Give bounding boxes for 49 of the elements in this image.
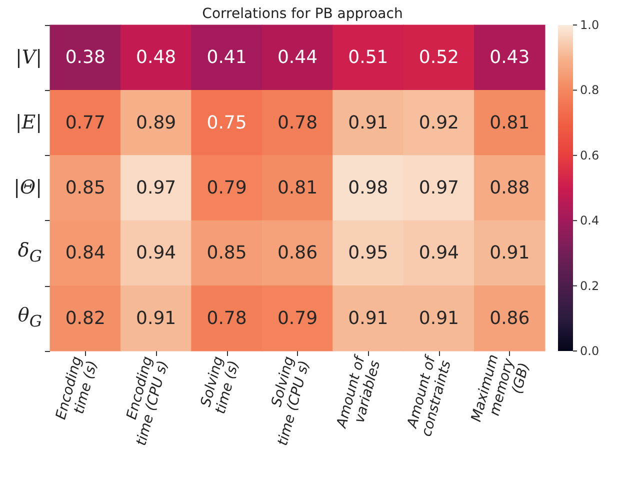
x-tick-label: Amount of variables: [334, 352, 384, 430]
data-label: 0.43: [490, 47, 530, 68]
y-tick-label: |Θ|: [14, 176, 42, 198]
data-label: 0.97: [136, 178, 176, 198]
data-label: 0.91: [490, 242, 530, 264]
color-bar-label: 0.4: [580, 214, 600, 228]
data-label: 0.51: [348, 47, 388, 68]
data-label: 0.78: [206, 308, 247, 329]
data-label: 0.97: [418, 178, 459, 198]
data-label: 0.94: [418, 242, 459, 264]
data-label: 0.86: [277, 242, 318, 264]
data-label: 0.79: [206, 178, 247, 198]
data-label: 0.85: [206, 242, 247, 264]
data-label: 0.79: [277, 308, 318, 329]
data-label: 0.88: [490, 178, 530, 198]
y-tick-label: |E|: [15, 111, 42, 134]
data-label: 0.84: [65, 242, 106, 264]
color-bar-label: 1.0: [580, 18, 600, 32]
data-label: 0.91: [136, 308, 176, 329]
data-label: 0.91: [348, 308, 388, 329]
color-bar-label: 0.8: [580, 83, 600, 98]
data-label: 0.75: [206, 112, 247, 134]
data-label: 0.86: [490, 308, 530, 329]
color-bar-label: 0.2: [580, 278, 600, 293]
y-tick-label: |V|: [15, 46, 42, 68]
y-tick-label: θ$_{G}$: [18, 305, 42, 331]
data-label: 0.77: [65, 112, 106, 134]
data-label: 0.82: [65, 308, 106, 329]
y-tick-label: δ$_{G}$: [18, 240, 42, 266]
data-label: 0.41: [206, 47, 247, 68]
data-label: 0.52: [418, 47, 459, 68]
data-label: 0.91: [348, 112, 388, 134]
color-bar-label: 0.0: [580, 344, 600, 358]
data-label: 0.81: [490, 112, 530, 134]
data-label: 0.92: [418, 112, 459, 134]
color-bar-label: 0.6: [580, 148, 600, 162]
data-label: 0.98: [348, 178, 388, 198]
data-label: 0.38: [65, 47, 106, 68]
data-label: 0.81: [277, 178, 318, 198]
data-label: 0.91: [418, 308, 459, 329]
data-label: 0.78: [277, 112, 318, 134]
chart-title: Correlations for PB approach: [202, 6, 403, 22]
data-label: 0.85: [65, 178, 106, 198]
data-label: 0.48: [136, 47, 176, 68]
data-label: 0.89: [136, 112, 176, 134]
data-label: 0.44: [277, 47, 318, 68]
data-label: 0.94: [136, 242, 176, 264]
data-label: 0.95: [348, 242, 388, 264]
x-tick-label: Solving time (CPU s): [268, 354, 313, 448]
